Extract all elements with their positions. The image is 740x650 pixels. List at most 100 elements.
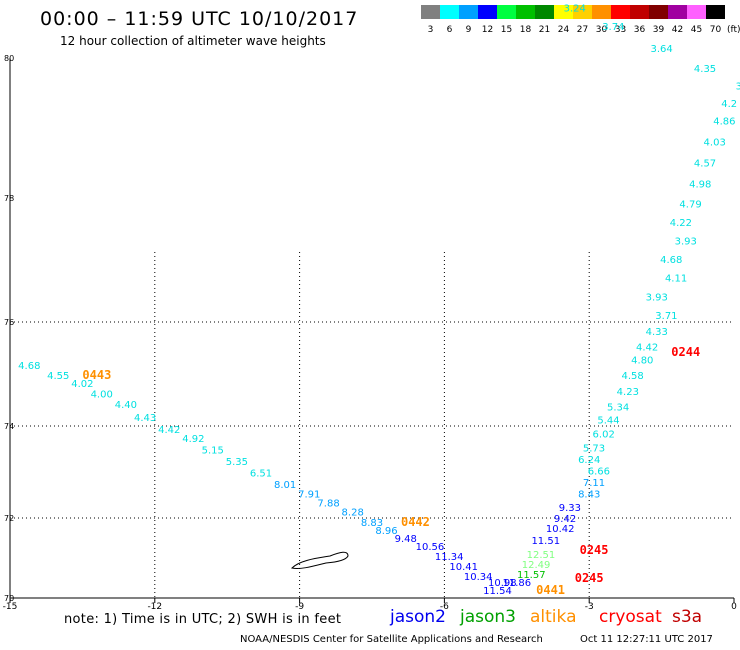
legend-label: 15 [501, 25, 512, 35]
y-tick-label: 70 [4, 594, 14, 603]
wave-height-label: 4.00 [91, 389, 113, 400]
wave-height-label: 7.88 [317, 499, 339, 510]
wave-height-label: 11.54 [483, 586, 512, 597]
legend-label: 18 [520, 25, 532, 35]
legend-swatch [687, 5, 706, 19]
legend-swatch [554, 5, 573, 19]
page-title: 00:00 – 11:59 UTC 10/10/2017 [40, 8, 359, 30]
wave-height-label: 3.71 [655, 311, 677, 322]
legend-swatch [497, 5, 516, 19]
wave-height-label: 6.66 [588, 466, 610, 477]
wave-height-label: 4.86 [713, 117, 735, 128]
y-tick-label: 74 [4, 422, 14, 431]
timestamp-text: Oct 11 12:27:11 UTC 2017 [580, 634, 713, 645]
wave-height-label: 4.35 [694, 64, 716, 75]
x-tick-label: -3 [585, 602, 594, 612]
wave-height-label: 3.93 [646, 292, 668, 303]
legend-label: 24 [558, 25, 570, 35]
wave-height-label: 8.43 [578, 489, 600, 500]
pass-time-label: 0245 [575, 571, 604, 585]
legend-swatch [649, 5, 668, 19]
wave-height-label: 4.68 [18, 361, 40, 372]
legend-label: 36 [634, 25, 646, 35]
note-text: note: 1) Time is in UTC; 2) SWH is in fe… [64, 612, 342, 627]
legend-label: 12 [482, 25, 493, 35]
legend-label: 42 [672, 25, 683, 35]
wave-height-chart: -15 -12 -9 -6 -3 07072747678804.684.554.024.0… [3, 4, 740, 613]
wave-height-label: 4.57 [694, 159, 716, 170]
wave-height-label: 4.42 [158, 425, 180, 436]
wave-height-label: 4.33 [646, 327, 668, 338]
pass-time-label: 0443 [82, 368, 111, 382]
wave-height-label: 10.98 [488, 578, 517, 589]
legend-swatch [440, 5, 459, 19]
wave-height-label: 6.02 [593, 430, 615, 441]
wave-height-label: 8.01 [274, 480, 296, 491]
x-tick-label: -12 [147, 602, 162, 612]
legend-label: 9 [466, 25, 472, 35]
wave-height-label: 3.74 [602, 22, 624, 33]
legend-label: 30 [596, 25, 608, 35]
mission-jason2: jason2 [390, 607, 446, 627]
wave-height-label: 6.51 [250, 469, 272, 480]
pass-time-label: 0442 [401, 515, 430, 529]
wave-height-label: 10.42 [546, 524, 575, 535]
legend-label: 27 [577, 25, 588, 35]
page-subtitle: 12 hour collection of altimeter wave hei… [60, 34, 326, 48]
legend-swatch [611, 5, 630, 19]
wave-height-label: 9.48 [395, 534, 417, 545]
legend-swatch [573, 5, 592, 19]
wave-height-label: 11.86 [502, 578, 531, 589]
pass-time-label: 0441 [536, 583, 565, 597]
wave-height-label: 10.34 [464, 572, 493, 583]
wave-height-label: 11.34 [435, 552, 464, 563]
legend-label: 6 [447, 25, 453, 35]
wave-height-label: 8.83 [361, 518, 383, 529]
mission-jason3: jason3 [460, 607, 516, 627]
legend-label: 39 [653, 25, 665, 35]
wave-height-label: 11.57 [517, 570, 546, 581]
wave-height-label: 3.64 [650, 44, 672, 55]
legend-swatch [516, 5, 535, 19]
y-tick-label: 78 [4, 194, 14, 203]
legend-swatch [478, 5, 497, 19]
wave-height-label: 4.02 [71, 379, 93, 390]
y-tick-label: 72 [4, 514, 14, 523]
mission-altika: altika [530, 607, 577, 627]
x-tick-label: -15 [3, 602, 18, 612]
wave-height-label: 7.91 [298, 489, 320, 500]
y-tick-label: 80 [4, 54, 14, 63]
wave-height-label: 4.42 [636, 343, 658, 354]
wave-height-label: 4.2 [721, 99, 737, 110]
wave-height-label: 4.92 [182, 434, 204, 445]
mission-cryosat: cryosat [599, 607, 662, 627]
pass-time-label: 0244 [671, 345, 700, 359]
wave-height-label: 4.40 [115, 400, 137, 411]
wave-height-label: 8.28 [342, 508, 364, 519]
wave-height-label: 5.15 [202, 446, 224, 457]
legend-label: 3 [428, 25, 434, 35]
wave-height-label: 10.41 [449, 562, 478, 573]
wave-height-label: 5.44 [597, 415, 619, 426]
credit-text: NOAA/NESDIS Center for Satellite Applica… [240, 634, 543, 645]
wave-height-label: 9.33 [559, 503, 581, 514]
wave-height-label: 9.42 [554, 514, 576, 525]
wave-height-label: 4.58 [622, 371, 644, 382]
legend-swatch [459, 5, 478, 19]
island-outline [291, 551, 349, 569]
legend-label: 21 [539, 25, 550, 35]
wave-height-label: 4.22 [670, 218, 692, 229]
wave-height-label: 4.68 [660, 255, 682, 266]
wave-height-label: 3.24 [564, 4, 586, 15]
x-tick-label: -6 [440, 602, 449, 612]
wave-height-label: 3 [736, 82, 740, 93]
wave-height-label: 4.23 [617, 387, 639, 398]
legend-swatch [421, 5, 440, 19]
legend-unit: (ft) [727, 25, 740, 35]
wave-height-label: 12.49 [522, 560, 551, 571]
legend-swatch [535, 5, 554, 19]
wave-height-label: 4.55 [47, 371, 69, 382]
wave-height-label: 4.80 [631, 356, 653, 367]
wave-height-label: 10.56 [416, 542, 445, 553]
wave-height-label: 11.51 [531, 536, 560, 547]
